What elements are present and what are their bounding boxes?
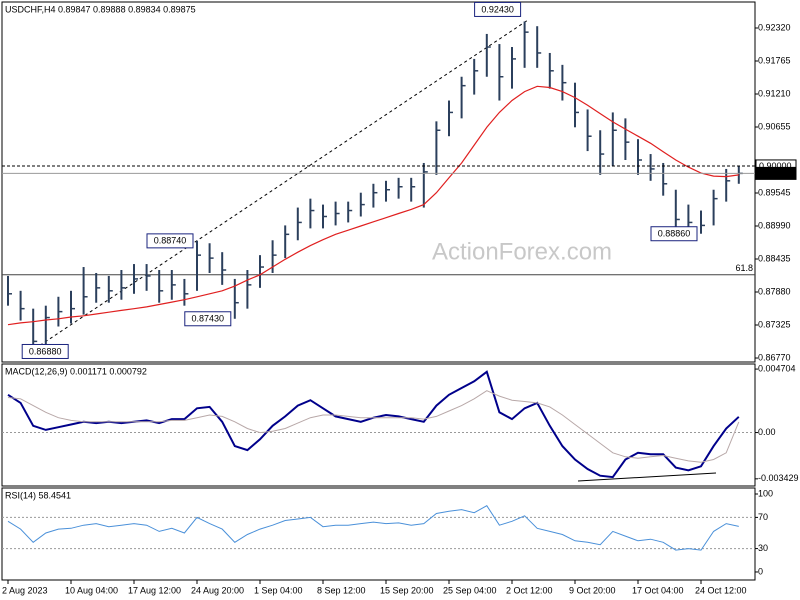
panel-frame <box>1 487 756 581</box>
y-tick-label: 0.88990 <box>758 220 791 230</box>
y-tick-label: 0.89545 <box>758 187 791 197</box>
annotation-box <box>21 343 69 359</box>
y-tick-label: 100 <box>758 488 773 498</box>
annotation-label: 0.88860 <box>658 229 691 239</box>
price-label-box <box>755 166 797 180</box>
annotation-label: 0.87430 <box>192 314 225 324</box>
y-tick-label: 0.87325 <box>758 319 791 329</box>
x-tick-label: 17 Oct 04:00 <box>632 585 684 595</box>
y-tick-label: -0.003429 <box>758 473 799 483</box>
indicator-line <box>7 505 739 551</box>
panel-frame <box>1 1 756 363</box>
y-tick-label: 0.00 <box>758 427 776 437</box>
annotation-box <box>474 1 522 17</box>
indicator-line <box>7 390 740 463</box>
x-tick-label: 15 Sep 20:00 <box>380 585 434 595</box>
y-tick-label: 0.004704 <box>758 363 796 373</box>
panel-title: MACD(12,26,9) 0.001171 0.000792 <box>5 366 147 376</box>
y-tick-label: 0.86770 <box>758 352 791 362</box>
annotation-label: 0.86880 <box>29 346 62 356</box>
y-tick-label: 0.88435 <box>758 253 791 263</box>
annotation-label: 0.88740 <box>154 236 187 246</box>
projection-line <box>29 19 529 353</box>
x-tick-label: 8 Sep 12:00 <box>317 585 366 595</box>
x-tick-label: 10 Aug 04:00 <box>65 585 118 595</box>
y-tick-label: 0 <box>758 566 763 576</box>
y-tick-label: 0.91210 <box>758 88 791 98</box>
y-tick-label: 0.91765 <box>758 55 791 65</box>
indicator-line <box>7 85 739 326</box>
watermark: ActionForex.com <box>432 238 612 265</box>
x-tick-label: 25 Sep 04:00 <box>443 585 497 595</box>
panel-title: RSI(14) 58.4541 <box>5 490 71 500</box>
annotation-box <box>146 233 194 249</box>
x-tick-label: 1 Sep 04:00 <box>254 585 303 595</box>
price-label: 0.90000 <box>759 161 792 171</box>
y-tick-label: 30 <box>758 543 768 553</box>
x-tick-label: 2 Oct 12:00 <box>506 585 553 595</box>
annotation-box <box>650 226 698 242</box>
x-tick-label: 24 Aug 20:00 <box>191 585 244 595</box>
panel-title: USDCHF,H4 0.89847 0.89888 0.89834 0.8987… <box>5 4 196 14</box>
fib-label: 61.8 <box>735 263 753 273</box>
x-tick-label: 17 Aug 12:00 <box>128 585 181 595</box>
price-label: 0.89875 <box>759 168 792 178</box>
x-tick-label: 9 Oct 20:00 <box>569 585 616 595</box>
x-tick-label: 2 Aug 2023 <box>2 585 48 595</box>
indicator-line <box>7 370 740 479</box>
y-tick-label: 70 <box>758 512 768 522</box>
x-tick-label: 24 Oct 12:00 <box>695 585 747 595</box>
y-tick-label: 0.92320 <box>758 22 791 32</box>
annotation-box <box>184 311 232 327</box>
annotation-label: 0.92430 <box>481 4 514 14</box>
panel-frame <box>1 363 756 487</box>
y-tick-label: 0.87880 <box>758 286 791 296</box>
divergence-line <box>577 472 717 482</box>
y-tick-label: 0.90655 <box>758 121 791 131</box>
